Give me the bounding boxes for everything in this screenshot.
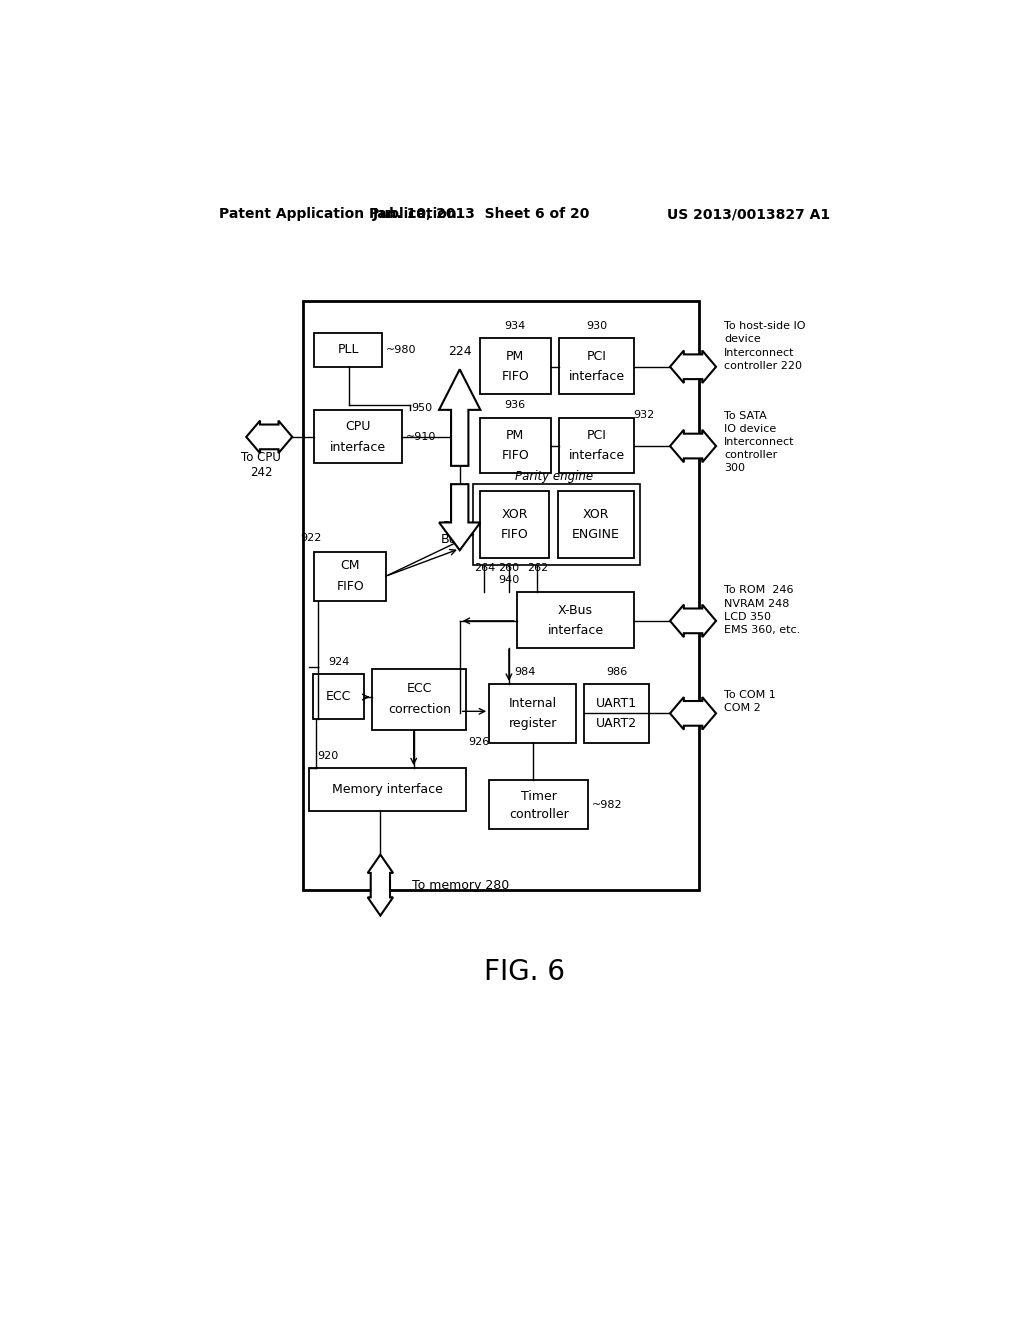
Text: PCI: PCI (587, 350, 606, 363)
Text: NVRAM 248: NVRAM 248 (724, 598, 790, 609)
Polygon shape (670, 351, 716, 383)
Bar (309, 768, 466, 810)
Text: 260: 260 (499, 564, 519, 573)
Text: 936: 936 (505, 400, 526, 411)
Text: US 2013/0013827 A1: US 2013/0013827 A1 (668, 207, 830, 222)
Text: correction: correction (388, 702, 451, 715)
Polygon shape (670, 430, 716, 462)
Text: Interconnect: Interconnect (724, 347, 795, 358)
Text: 920: 920 (316, 751, 338, 762)
Text: FIG. 6: FIG. 6 (484, 957, 565, 986)
Text: controller 220: controller 220 (724, 360, 802, 371)
Text: FIFO: FIFO (336, 579, 365, 593)
Text: 930: 930 (586, 321, 607, 331)
Bar (489, 684, 577, 743)
Text: interface: interface (548, 624, 604, 638)
Text: Timer: Timer (521, 791, 557, 803)
Text: UART1: UART1 (596, 697, 637, 710)
Text: Internal: Internal (509, 697, 557, 710)
Text: PCI: PCI (587, 429, 606, 442)
Text: interface: interface (568, 449, 625, 462)
Bar (473, 483, 640, 565)
Bar (479, 417, 551, 474)
Text: FIFO: FIFO (502, 449, 529, 462)
Text: Jan. 10, 2013  Sheet 6 of 20: Jan. 10, 2013 Sheet 6 of 20 (373, 207, 590, 222)
Text: interface: interface (568, 370, 625, 383)
Text: XOR: XOR (501, 508, 527, 520)
Bar (314, 411, 401, 463)
Text: 940: 940 (499, 576, 519, 585)
Polygon shape (670, 697, 716, 730)
Text: 224: 224 (447, 345, 471, 358)
Bar (517, 593, 634, 648)
Text: 984: 984 (514, 667, 536, 677)
Bar (479, 338, 551, 395)
Text: To SATA: To SATA (724, 411, 767, 421)
Text: ~980: ~980 (386, 345, 417, 355)
Text: ENGINE: ENGINE (571, 528, 620, 541)
Text: 986: 986 (606, 667, 628, 677)
Text: 264: 264 (474, 564, 495, 573)
Text: To COM 1: To COM 1 (724, 690, 776, 700)
Text: To CPU: To CPU (242, 450, 282, 463)
Text: 932: 932 (633, 409, 654, 420)
Text: ECC: ECC (326, 690, 351, 704)
Text: To ROM  246: To ROM 246 (724, 585, 794, 595)
Bar (314, 333, 382, 367)
Text: Parity engine: Parity engine (515, 470, 593, 483)
Text: 242: 242 (250, 466, 272, 479)
Bar (303, 301, 699, 890)
Text: FIFO: FIFO (501, 528, 528, 541)
Text: PLL: PLL (338, 343, 359, 356)
Text: Interconnect: Interconnect (724, 437, 795, 447)
Bar (558, 491, 634, 558)
Text: UART2: UART2 (596, 717, 637, 730)
Text: 926: 926 (468, 737, 489, 747)
Text: FIFO: FIFO (502, 370, 529, 383)
Bar (559, 417, 634, 474)
Text: 934: 934 (505, 321, 526, 331)
Text: 262: 262 (527, 564, 548, 573)
Polygon shape (670, 605, 716, 638)
Text: PM: PM (506, 350, 524, 363)
Text: Memory interface: Memory interface (332, 783, 443, 796)
Text: To host-side IO: To host-side IO (724, 321, 806, 331)
Bar (313, 673, 365, 719)
Text: controller: controller (724, 450, 777, 461)
Bar (559, 338, 634, 395)
Text: ~982: ~982 (592, 800, 623, 810)
Text: device: device (724, 334, 761, 345)
Text: ~910: ~910 (406, 432, 436, 442)
Text: PM: PM (506, 429, 524, 442)
Polygon shape (246, 421, 292, 453)
Text: interface: interface (330, 441, 386, 454)
Polygon shape (439, 484, 480, 550)
Text: Bus: Bus (440, 533, 463, 546)
Text: PM: PM (442, 520, 461, 533)
Text: COM 2: COM 2 (724, 704, 761, 713)
Text: 950: 950 (411, 404, 432, 413)
Text: IO device: IO device (724, 424, 776, 434)
Text: X-Bus: X-Bus (558, 603, 593, 616)
Text: LCD 350: LCD 350 (724, 611, 771, 622)
Polygon shape (368, 854, 393, 916)
Polygon shape (439, 370, 480, 466)
Bar (479, 491, 550, 558)
Text: Patent Application Publication: Patent Application Publication (219, 207, 457, 222)
Text: 922: 922 (300, 532, 322, 543)
Text: CM: CM (340, 560, 360, 573)
Text: ECC: ECC (407, 682, 432, 696)
Text: EMS 360, etc.: EMS 360, etc. (724, 624, 800, 635)
Text: To memory 280: To memory 280 (412, 879, 509, 891)
Bar (585, 684, 649, 743)
Text: XOR: XOR (583, 508, 609, 520)
Text: 924: 924 (328, 656, 349, 667)
Bar (373, 669, 466, 730)
Text: register: register (509, 717, 557, 730)
Text: CPU: CPU (345, 420, 371, 433)
Text: 300: 300 (724, 463, 745, 474)
Text: controller: controller (509, 808, 568, 821)
Bar (314, 552, 386, 601)
Bar (489, 780, 588, 829)
